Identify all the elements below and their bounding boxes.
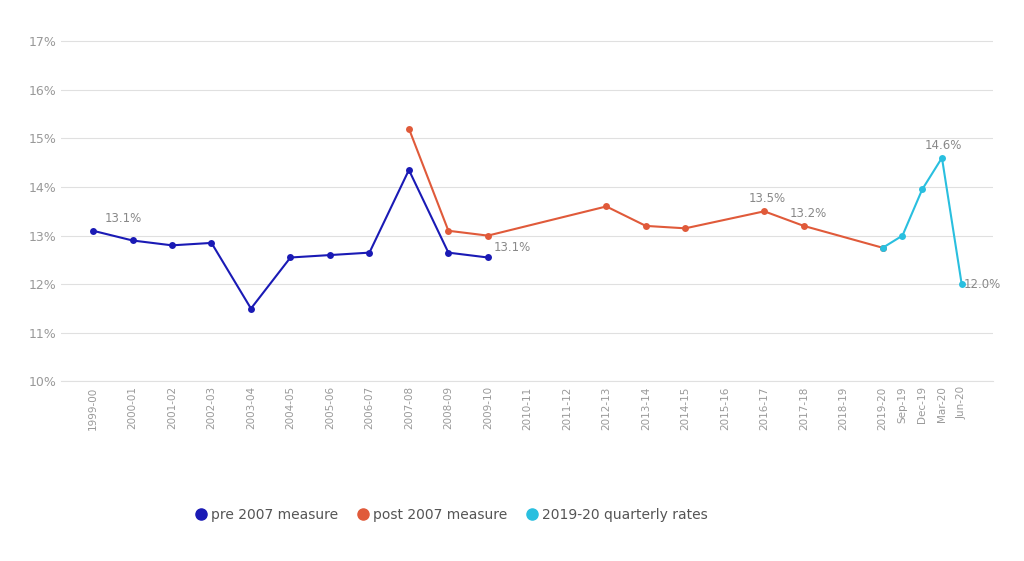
Text: 12.0%: 12.0% — [964, 278, 1000, 291]
Text: 13.1%: 13.1% — [104, 212, 142, 225]
Text: 13.5%: 13.5% — [749, 192, 785, 205]
Text: 13.1%: 13.1% — [494, 241, 531, 255]
Text: 13.2%: 13.2% — [790, 207, 827, 220]
Text: 14.6%: 14.6% — [925, 139, 962, 152]
Legend: pre 2007 measure, post 2007 measure, 2019-20 quarterly rates: pre 2007 measure, post 2007 measure, 201… — [193, 503, 714, 528]
